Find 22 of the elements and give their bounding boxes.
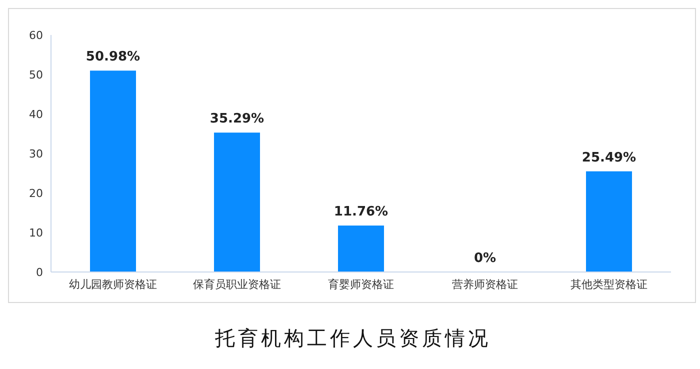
y-tick-label: 20: [29, 186, 43, 200]
y-tick-label: 40: [29, 108, 43, 121]
data-label: 35.29%: [210, 112, 264, 127]
bar: [586, 171, 632, 272]
y-tick-label: 30: [29, 147, 43, 160]
x-tick-label: 育婴师资格证: [328, 278, 394, 291]
data-label: 0%: [474, 251, 496, 266]
x-tick-label: 其他类型资格证: [570, 278, 648, 291]
y-tick-label: 0: [36, 266, 43, 279]
bar: [338, 226, 384, 272]
data-label: 11.76%: [334, 204, 388, 220]
data-label: 25.49%: [582, 150, 636, 166]
data-label: 50.98%: [86, 50, 140, 65]
x-tick-label: 营养师资格证: [452, 278, 518, 291]
bar: [214, 132, 260, 272]
x-tick-label: 幼儿园教师资格证: [69, 278, 157, 291]
text: 托育机构工作人员资质情况: [214, 325, 492, 352]
x-tick-label: 保育员职业资格证: [193, 278, 281, 291]
y-tick-label: 50: [29, 68, 43, 82]
y-tick-label: 10: [29, 226, 43, 240]
bar: [90, 70, 136, 272]
y-tick-label: 60: [29, 28, 43, 42]
